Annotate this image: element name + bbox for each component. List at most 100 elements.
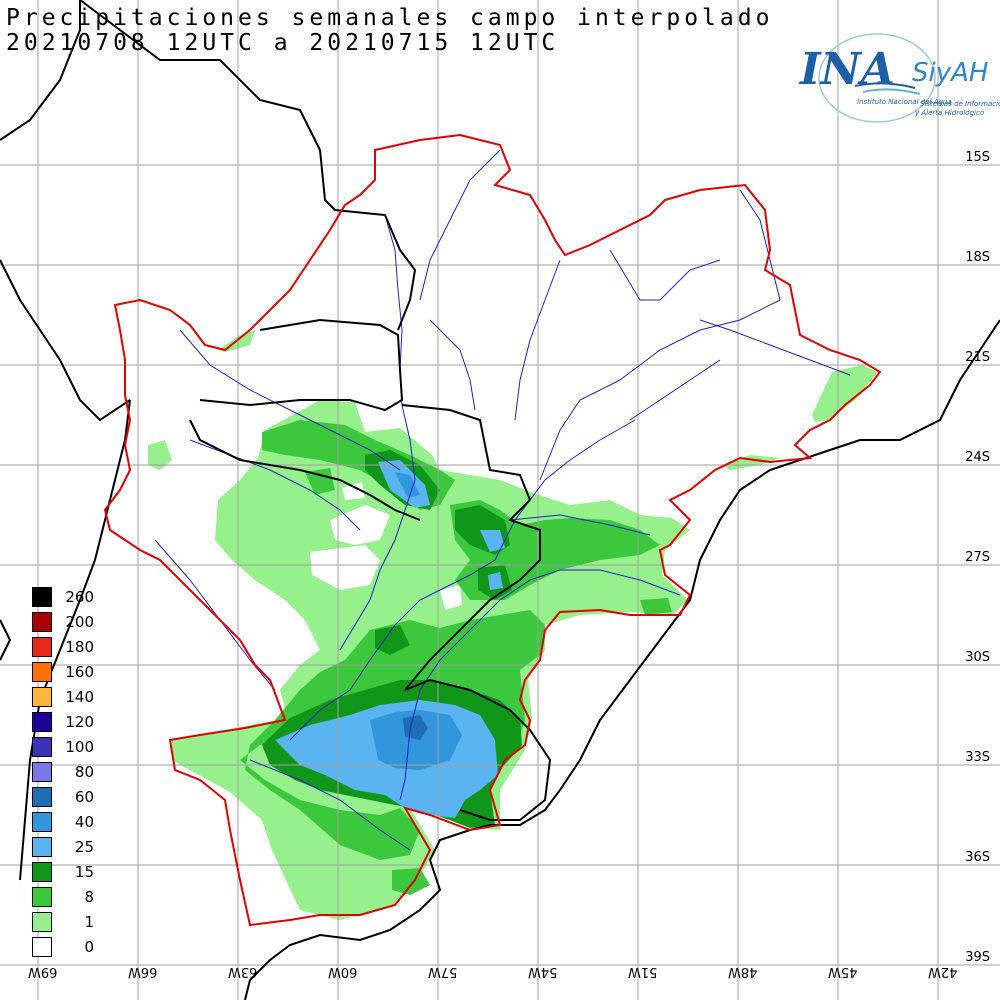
legend-label: 8 bbox=[84, 888, 94, 906]
legend-label: 140 bbox=[65, 688, 94, 706]
river-tiete bbox=[629, 359, 721, 421]
river-north-trib-d bbox=[429, 319, 476, 411]
river-north-trib-a bbox=[419, 149, 501, 301]
legend-label: 260 bbox=[65, 588, 94, 606]
longitude-label: 51W bbox=[628, 964, 658, 979]
legend-label: 120 bbox=[65, 713, 94, 731]
legend-swatch bbox=[32, 737, 52, 757]
legend-label: 200 bbox=[65, 613, 94, 631]
longitude-label: 42W bbox=[928, 964, 958, 979]
legend-label: 160 bbox=[65, 663, 94, 681]
legend-label: 1 bbox=[84, 913, 94, 931]
precip-field bbox=[148, 330, 878, 920]
legend-swatch bbox=[32, 662, 52, 682]
legend-label: 60 bbox=[74, 788, 94, 806]
legend-label: 80 bbox=[74, 763, 94, 781]
border-bolivia-brazil bbox=[79, 0, 417, 331]
precip-1mm-west bbox=[148, 440, 172, 470]
border-argentina-paraguay bbox=[189, 419, 421, 521]
river-pilcomayo bbox=[179, 329, 401, 471]
legend-label: 180 bbox=[65, 638, 94, 656]
latitude-label: 33S bbox=[965, 750, 990, 765]
logo-system-line2: y Alerta Hidrológico bbox=[915, 109, 985, 117]
latitude-label: 18S bbox=[965, 250, 990, 265]
precip-15mm-mid bbox=[375, 625, 410, 655]
longitude-label: 48W bbox=[728, 964, 758, 979]
logo-system-line1: Sistemas de Información bbox=[920, 100, 1000, 108]
legend-label: 0 bbox=[84, 938, 94, 956]
river-parana-upper bbox=[539, 299, 781, 481]
river-north-trib-c bbox=[609, 249, 721, 301]
longitude-label: 66W bbox=[128, 964, 158, 979]
precip-dry-hole-b bbox=[310, 545, 380, 590]
precip-dry-hole-c bbox=[440, 585, 462, 610]
precip-8mm-south bbox=[392, 868, 430, 895]
legend-swatch bbox=[32, 687, 52, 707]
precip-8mm-blob-b bbox=[640, 598, 672, 615]
latitude-label: 15S bbox=[965, 150, 990, 165]
precip-1mm-northeast bbox=[812, 365, 878, 422]
legend-swatch bbox=[32, 837, 52, 857]
longitude-label: 69W bbox=[28, 964, 58, 979]
river-north-trib-b bbox=[514, 259, 561, 421]
precip-25mm-northeast bbox=[480, 530, 505, 552]
legend-swatch bbox=[32, 937, 52, 957]
logo-ina-text: INA bbox=[800, 44, 895, 95]
coastline-atlantic bbox=[244, 319, 1000, 1001]
map-title: Precipitaciones semanales campo interpol… bbox=[6, 5, 774, 31]
latitude-label: 21S bbox=[965, 350, 990, 365]
legend-label: 40 bbox=[74, 813, 94, 831]
river-grande bbox=[699, 319, 851, 376]
river-parana bbox=[289, 419, 636, 741]
precip-25mm-east bbox=[488, 572, 503, 590]
longitude-label: 63W bbox=[228, 964, 258, 979]
legend-swatch bbox=[32, 812, 52, 832]
longitude-label: 60W bbox=[328, 964, 358, 979]
legend-swatch bbox=[32, 912, 52, 932]
logo-institute-text: Instituto Nacional del Agua bbox=[857, 98, 952, 106]
precip-1mm-coast bbox=[722, 455, 780, 470]
legend-swatch bbox=[32, 612, 52, 632]
river-iguazu bbox=[509, 514, 651, 536]
latitude-label: 36S bbox=[965, 850, 990, 865]
precip-dry-hole-d bbox=[342, 482, 365, 500]
river-salado-south bbox=[249, 759, 411, 851]
longitude-label: 54W bbox=[528, 964, 558, 979]
legend-label: 15 bbox=[74, 863, 94, 881]
border-paraguay-brazil bbox=[401, 404, 531, 501]
border-bolivia-paraguay bbox=[199, 318, 404, 412]
longitude-label: 45W bbox=[828, 964, 858, 979]
latitude-label: 27S bbox=[965, 550, 990, 565]
precip-8mm-blob-a bbox=[305, 468, 335, 495]
basin-outline bbox=[103, 133, 882, 927]
legend-label: 25 bbox=[74, 838, 94, 856]
legend-swatch bbox=[32, 762, 52, 782]
border-peru-brazil bbox=[0, 0, 81, 141]
border-uruguay bbox=[404, 678, 552, 821]
longitude-label: 57W bbox=[428, 964, 458, 979]
legend-swatch bbox=[32, 887, 52, 907]
latitude-label: 24S bbox=[965, 450, 990, 465]
precip-40mm-core bbox=[370, 710, 462, 770]
legend-swatch bbox=[32, 862, 52, 882]
legend-swatch bbox=[32, 637, 52, 657]
legend-swatch bbox=[32, 787, 52, 807]
logo-siyah-text: SiyAH bbox=[912, 58, 989, 88]
river-uruguay bbox=[399, 569, 681, 801]
ina-siyah-logo: INA SiyAH Instituto Nacional del Agua Si… bbox=[795, 30, 1000, 130]
latitude-label: 39S bbox=[965, 950, 990, 965]
precip-40mm-north bbox=[395, 472, 420, 498]
coastline-pacific bbox=[0, 619, 12, 661]
latitude-label: 30S bbox=[965, 650, 990, 665]
legend-swatch bbox=[32, 587, 52, 607]
legend-label: 100 bbox=[65, 738, 94, 756]
border-peru-bolivia bbox=[0, 259, 131, 422]
river-paraguay bbox=[339, 214, 416, 651]
border-chile-argentina bbox=[19, 399, 131, 881]
legend-swatch bbox=[32, 712, 52, 732]
border-argentina-brazil bbox=[404, 499, 541, 691]
